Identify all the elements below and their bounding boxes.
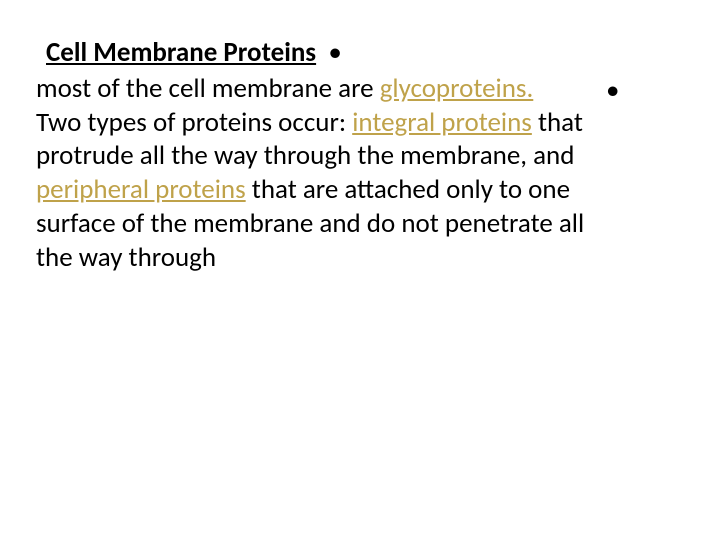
term-peripheral-proteins: peripheral proteins: [36, 173, 246, 206]
slide-container: Cell Membrane Proteins • •most of the ce…: [0, 0, 720, 540]
body-text-1: most of the cell membrane are: [36, 72, 380, 105]
term-integral-proteins: integral proteins: [352, 106, 532, 139]
body-bullet-dot: •: [606, 74, 619, 108]
term-glycoproteins: glycoproteins.: [380, 72, 534, 105]
slide-title-line: Cell Membrane Proteins •: [36, 36, 680, 70]
slide-title: Cell Membrane Proteins: [46, 36, 316, 69]
slide-body: •most of the cell membrane are glycoprot…: [36, 72, 596, 275]
body-text-3: Two types of proteins occur:: [36, 106, 352, 139]
title-bullet-dot: •: [328, 36, 341, 69]
